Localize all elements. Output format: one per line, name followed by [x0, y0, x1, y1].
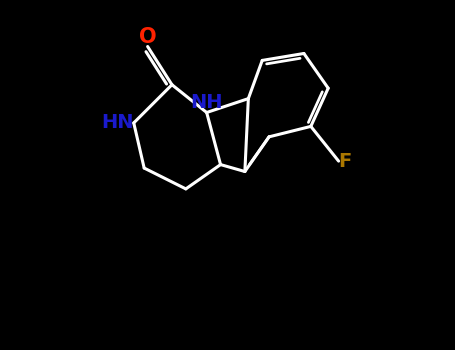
Text: HN: HN: [101, 113, 134, 132]
Text: NH: NH: [190, 93, 223, 112]
Text: O: O: [139, 27, 157, 47]
Text: F: F: [339, 152, 352, 170]
